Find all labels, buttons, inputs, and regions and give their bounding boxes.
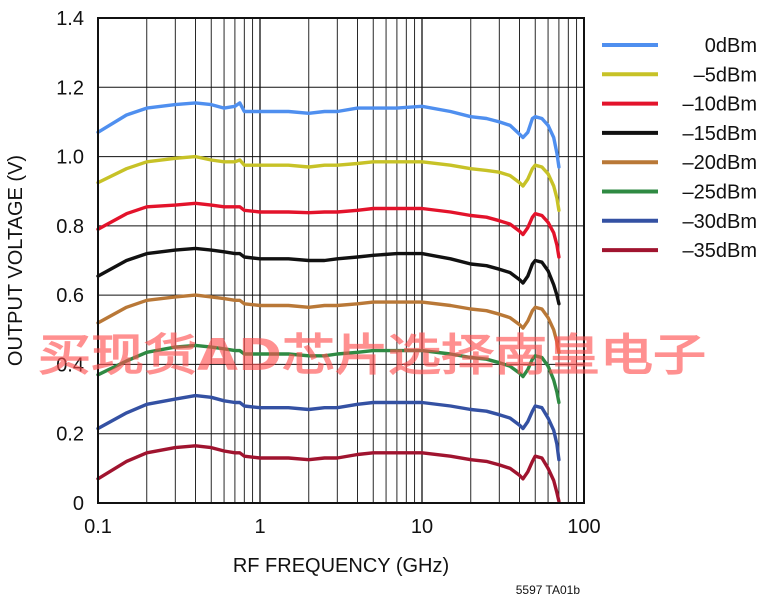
grid [98, 18, 584, 503]
x-axis-title: RF FREQUENCY (GHz) [233, 555, 449, 577]
legend-label: –25dBm [683, 182, 758, 204]
y-tick-label: 0.8 [56, 216, 84, 238]
legend-label: –20dBm [683, 152, 758, 174]
x-tick-labels: 0.1 1 10 100 [84, 516, 601, 538]
legend-label: 0dBm [705, 35, 757, 57]
y-tick-labels: 0 0.2 0.4 0.6 0.8 1.0 1.2 1.4 [56, 8, 84, 515]
y-tick-label: 0.6 [56, 285, 84, 307]
legend-label: –35dBm [683, 240, 758, 262]
y-tick-label: 1.0 [56, 147, 84, 169]
legend-label: –10dBm [683, 94, 758, 116]
y-tick-label: 0.2 [56, 424, 84, 446]
series-line [96, 101, 561, 169]
y-axis-title: OUTPUT VOLTAGE (V) [5, 155, 27, 366]
legend-label: –30dBm [683, 211, 758, 233]
legend: 0dBm –5dBm –10dBm –15dBm –20dBm –25dBm –30dBm –… [596, 28, 758, 264]
x-tick-label: 0.1 [84, 516, 112, 538]
y-tick-label: 0.4 [56, 354, 84, 376]
series-line [96, 343, 561, 405]
figure-id: 5597 TA01b [516, 583, 581, 597]
series-line [96, 154, 561, 213]
legend-label: –5dBm [694, 64, 757, 86]
series-line [96, 201, 561, 259]
x-tick-label: 10 [411, 516, 433, 538]
x-tick-label: 1 [254, 516, 265, 538]
watermark-text: 买现货AD芯片选择南皇电子 [38, 330, 706, 381]
x-tick-label: 100 [567, 516, 600, 538]
plot-frame [97, 17, 585, 504]
series-line [96, 293, 561, 354]
y-tick-label: 1.4 [56, 8, 84, 30]
legend-background [596, 28, 758, 264]
y-tick-label: 1.2 [56, 77, 84, 99]
series-line [96, 444, 561, 503]
y-tick-label: 0 [73, 493, 84, 515]
legend-label: –15dBm [683, 123, 758, 145]
series-line [96, 393, 561, 462]
series-line [96, 246, 561, 306]
series-lines [96, 101, 561, 503]
